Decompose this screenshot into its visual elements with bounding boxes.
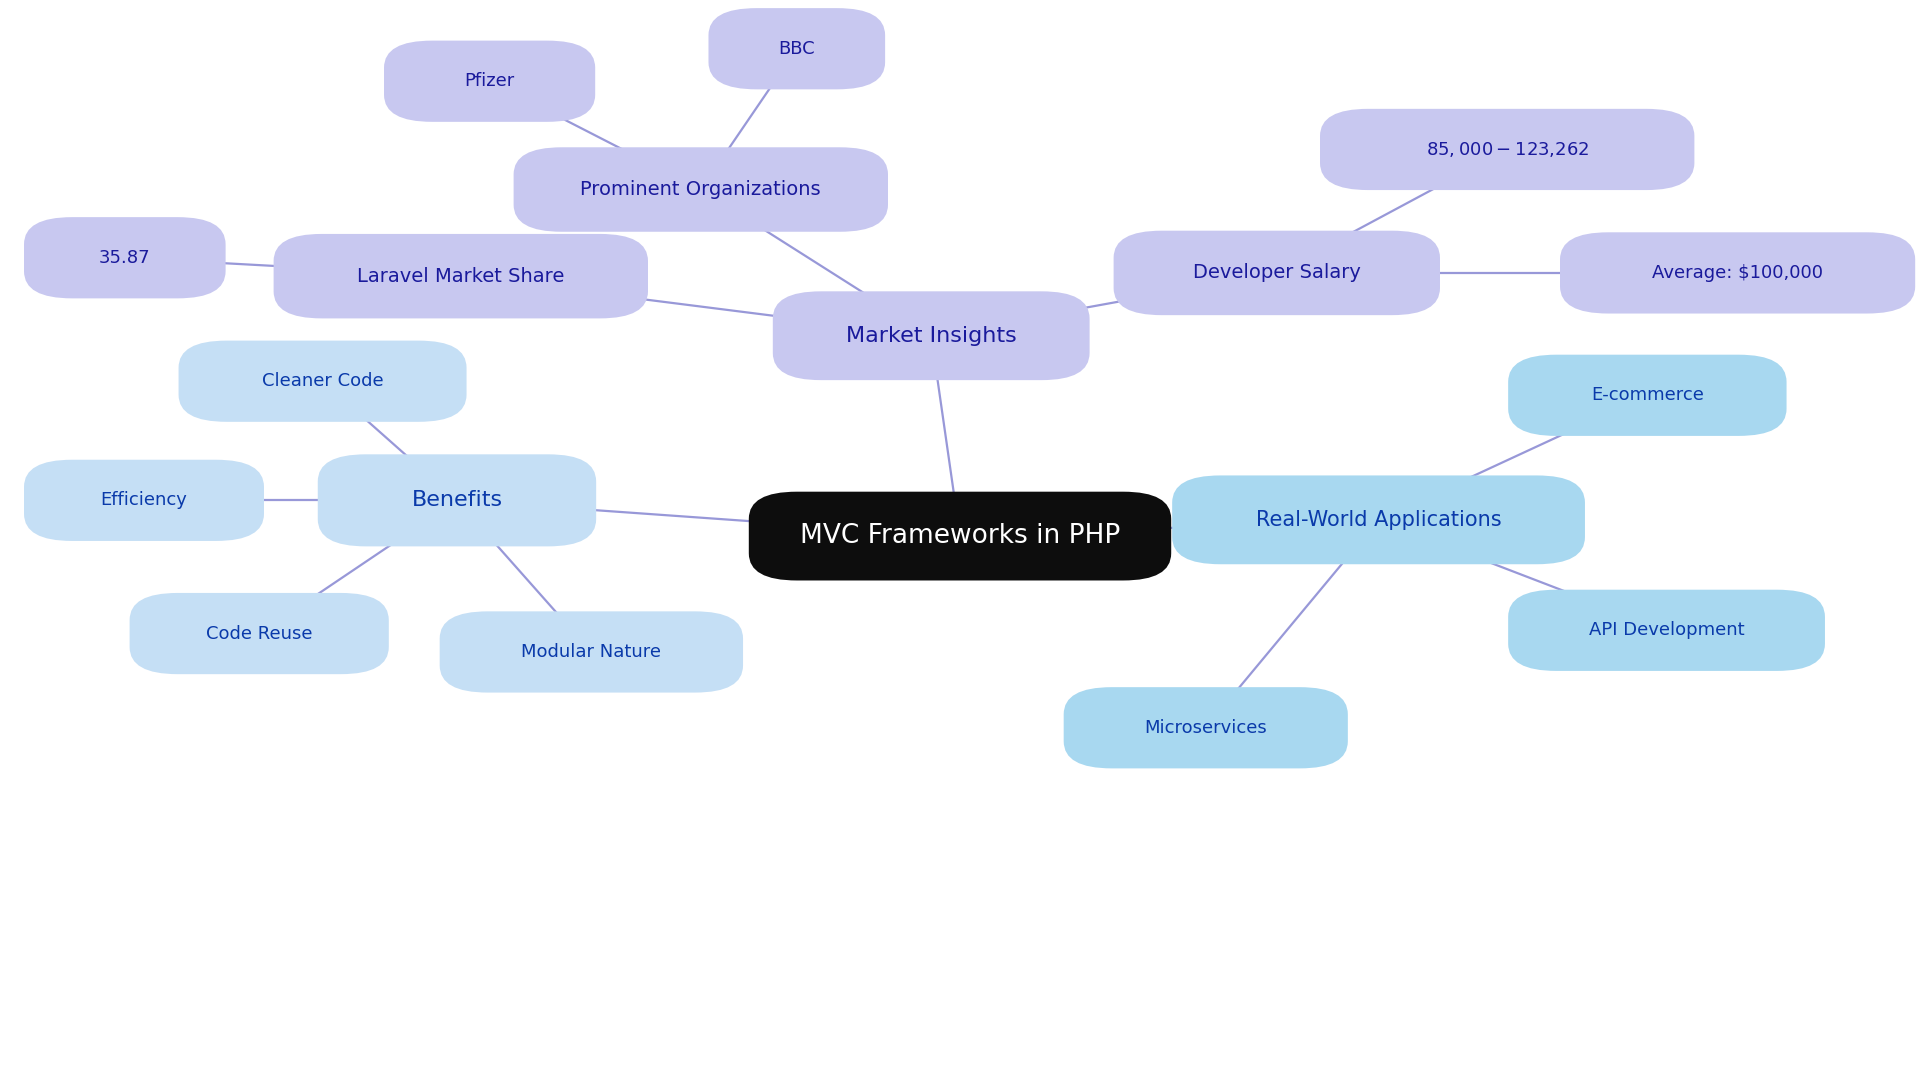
Text: BBC: BBC	[778, 40, 816, 57]
Text: Developer Salary: Developer Salary	[1192, 263, 1361, 283]
FancyBboxPatch shape	[749, 492, 1171, 580]
Text: Cleaner Code: Cleaner Code	[261, 373, 384, 390]
FancyBboxPatch shape	[384, 40, 595, 122]
Text: Efficiency: Efficiency	[100, 492, 188, 509]
Text: Code Reuse: Code Reuse	[205, 625, 313, 642]
Text: Real-World Applications: Real-World Applications	[1256, 510, 1501, 530]
FancyBboxPatch shape	[131, 593, 388, 674]
Text: Prominent Organizations: Prominent Organizations	[580, 180, 822, 199]
FancyBboxPatch shape	[440, 611, 743, 693]
Text: Market Insights: Market Insights	[847, 326, 1016, 345]
FancyBboxPatch shape	[1507, 589, 1824, 671]
Text: E-commerce: E-commerce	[1592, 387, 1703, 404]
FancyBboxPatch shape	[179, 341, 467, 421]
Text: API Development: API Development	[1588, 622, 1745, 639]
Text: $85,000 - $123,262: $85,000 - $123,262	[1425, 140, 1590, 159]
Text: Microservices: Microservices	[1144, 719, 1267, 736]
FancyBboxPatch shape	[1559, 233, 1916, 314]
Text: Average: $100,000: Average: $100,000	[1651, 264, 1824, 282]
FancyBboxPatch shape	[1507, 355, 1786, 435]
FancyBboxPatch shape	[317, 455, 595, 546]
FancyBboxPatch shape	[1321, 109, 1695, 191]
FancyBboxPatch shape	[23, 459, 263, 540]
FancyBboxPatch shape	[708, 9, 885, 90]
FancyBboxPatch shape	[1064, 688, 1348, 769]
Text: Modular Nature: Modular Nature	[522, 643, 660, 661]
Text: Benefits: Benefits	[411, 491, 503, 510]
Text: Pfizer: Pfizer	[465, 73, 515, 90]
Text: 35.87: 35.87	[100, 249, 150, 266]
FancyBboxPatch shape	[1171, 475, 1584, 564]
FancyBboxPatch shape	[1114, 231, 1440, 315]
FancyBboxPatch shape	[772, 291, 1089, 380]
Text: Laravel Market Share: Laravel Market Share	[357, 266, 564, 286]
FancyBboxPatch shape	[23, 218, 227, 298]
FancyBboxPatch shape	[273, 234, 649, 318]
FancyBboxPatch shape	[513, 147, 887, 232]
Text: MVC Frameworks in PHP: MVC Frameworks in PHP	[801, 523, 1119, 549]
